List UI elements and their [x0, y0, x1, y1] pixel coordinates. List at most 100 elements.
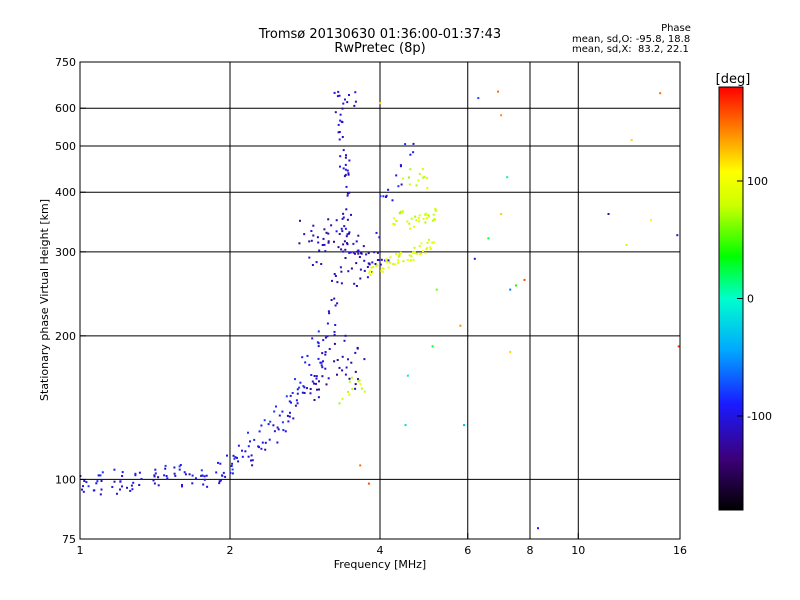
data-point [153, 475, 156, 478]
data-point [348, 94, 350, 96]
data-point [398, 253, 401, 256]
data-point [500, 213, 503, 215]
data-point [425, 217, 428, 220]
data-point [375, 264, 378, 267]
data-point [258, 446, 260, 449]
data-point [427, 214, 430, 217]
data-point [366, 266, 369, 268]
data-point [398, 212, 401, 215]
data-point [424, 221, 427, 224]
data-point [310, 374, 313, 376]
data-point [299, 219, 301, 222]
data-point [81, 488, 83, 491]
data-point [343, 225, 346, 228]
data-point [346, 101, 349, 104]
data-point [303, 386, 306, 389]
data-point [165, 475, 168, 477]
data-point [345, 366, 348, 369]
data-point [318, 380, 320, 383]
data-point [218, 482, 221, 485]
data-point [321, 244, 324, 246]
data-point [333, 273, 336, 275]
data-point [333, 360, 336, 363]
data-point [291, 392, 294, 394]
data-point [406, 259, 409, 261]
data-point [347, 390, 349, 393]
data-point [426, 241, 429, 244]
data-point [353, 104, 356, 107]
data-point [336, 95, 339, 98]
data-point [423, 175, 426, 178]
data-point [324, 250, 327, 253]
y-tick-label: 400 [55, 186, 76, 199]
data-point [385, 196, 387, 198]
data-point [607, 213, 610, 215]
data-point [429, 248, 432, 250]
data-point [334, 304, 337, 307]
data-point [339, 155, 342, 158]
data-point [369, 274, 372, 277]
data-point [346, 233, 349, 236]
y-tick-label: 500 [55, 140, 76, 153]
data-point [356, 346, 359, 349]
data-point [341, 369, 344, 372]
data-point [342, 243, 345, 246]
data-point [321, 366, 324, 369]
data-point [393, 223, 396, 226]
phase-stats-x-mode: mean, sd,X: 83.2, 22.1 [572, 44, 689, 55]
data-point [397, 261, 400, 264]
data-point [341, 136, 344, 138]
data-point [250, 454, 253, 457]
data-point [282, 429, 285, 432]
data-point [327, 232, 330, 235]
data-point [164, 467, 167, 470]
data-point [434, 207, 437, 210]
data-point [417, 179, 420, 182]
data-point [509, 288, 512, 291]
data-point [339, 266, 342, 269]
data-point [326, 322, 329, 325]
data-point [400, 183, 403, 186]
data-point [355, 240, 358, 243]
data-point [391, 199, 394, 202]
data-point [359, 277, 362, 280]
data-point [324, 351, 327, 353]
data-point [304, 361, 307, 364]
data-point [306, 387, 308, 390]
data-point [260, 424, 263, 427]
data-point [348, 191, 351, 194]
data-point [334, 324, 337, 326]
data-point [273, 430, 276, 433]
data-point [200, 469, 203, 472]
data-point [389, 256, 392, 259]
data-point [339, 165, 341, 168]
data-point [351, 388, 354, 391]
data-point [368, 263, 371, 266]
data-points [79, 90, 680, 530]
data-point [344, 168, 347, 171]
data-point [370, 266, 373, 269]
colorbar-ticks: 100 0 -100 [737, 175, 772, 423]
data-point [302, 385, 305, 388]
data-point [316, 388, 318, 391]
data-point [337, 123, 340, 126]
data-point [337, 90, 340, 93]
data-point [426, 246, 429, 249]
data-point [415, 184, 418, 187]
data-point [497, 90, 499, 93]
data-point [379, 195, 382, 198]
data-point [500, 114, 503, 117]
data-point [173, 472, 176, 475]
data-point [251, 459, 254, 462]
data-point [385, 258, 388, 261]
data-point [339, 113, 342, 116]
data-point [217, 461, 219, 464]
data-point [408, 222, 411, 225]
data-point [371, 271, 374, 274]
data-point [247, 431, 249, 434]
data-point [358, 379, 361, 382]
data-point [393, 217, 395, 220]
data-point [346, 218, 349, 221]
x-tick-label: 16 [673, 544, 687, 557]
data-point [82, 485, 84, 488]
